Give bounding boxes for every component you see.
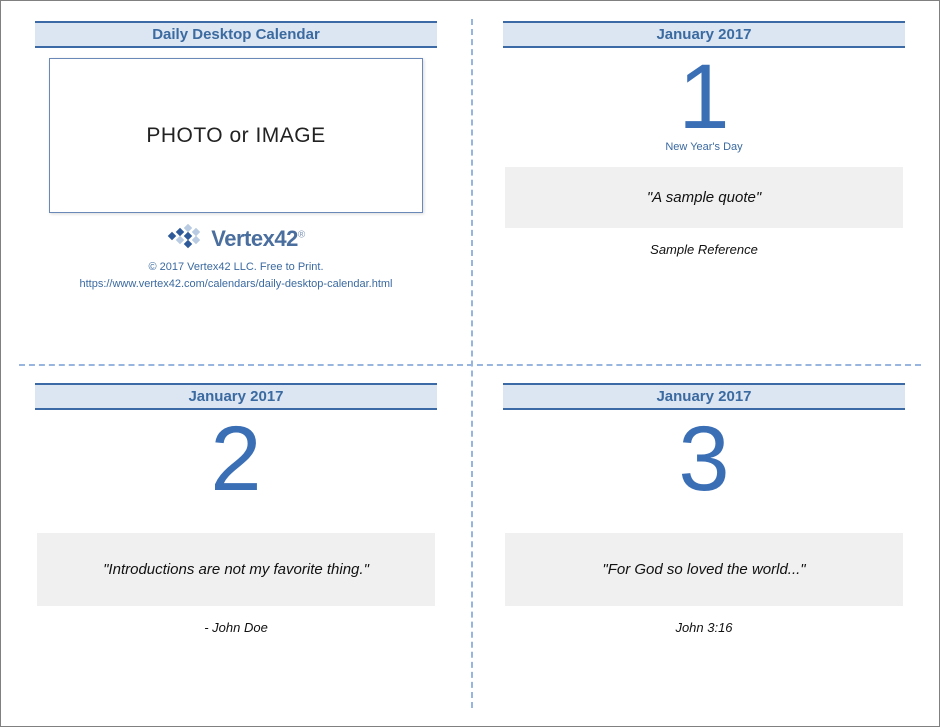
day-number: 3	[499, 418, 909, 501]
quote-reference: John 3:16	[499, 620, 909, 635]
holiday-label: New Year's Day	[499, 141, 909, 155]
vertex42-logo: Vertex42®	[167, 225, 304, 253]
url-line: https://www.vertex42.com/calendars/daily…	[31, 277, 441, 292]
logo-row: Vertex42®	[31, 225, 441, 258]
calendar-page: Daily Desktop Calendar PHOTO or IMAGE Ve…	[0, 0, 940, 727]
day-card-1: January 2017 1 New Year's Day "A sample …	[489, 21, 919, 346]
photo-placeholder: PHOTO or IMAGE	[49, 58, 423, 213]
photo-placeholder-label: PHOTO or IMAGE	[146, 124, 325, 148]
day-number: 1	[499, 56, 909, 139]
logo-mark-icon	[167, 225, 205, 253]
cover-panel: Daily Desktop Calendar PHOTO or IMAGE Ve…	[21, 21, 451, 346]
cover-title: Daily Desktop Calendar	[35, 21, 437, 48]
month-label: January 2017	[503, 21, 905, 48]
month-label: January 2017	[503, 383, 905, 410]
quote-reference: - John Doe	[31, 620, 441, 635]
day-number: 2	[31, 418, 441, 501]
quote-block: "A sample quote"	[505, 167, 903, 228]
copyright-line: © 2017 Vertex42 LLC. Free to Print.	[31, 260, 441, 275]
day-card-2: January 2017 2 "Introductions are not my…	[21, 383, 451, 708]
quote-block: "For God so loved the world..."	[505, 533, 903, 606]
logo-text: Vertex42®	[211, 226, 304, 252]
month-label: January 2017	[35, 383, 437, 410]
quote-block: "Introductions are not my favorite thing…	[37, 533, 435, 606]
day-card-3: January 2017 3 "For God so loved the wor…	[489, 383, 919, 708]
horizontal-divider	[19, 364, 921, 366]
quote-reference: Sample Reference	[499, 242, 909, 257]
